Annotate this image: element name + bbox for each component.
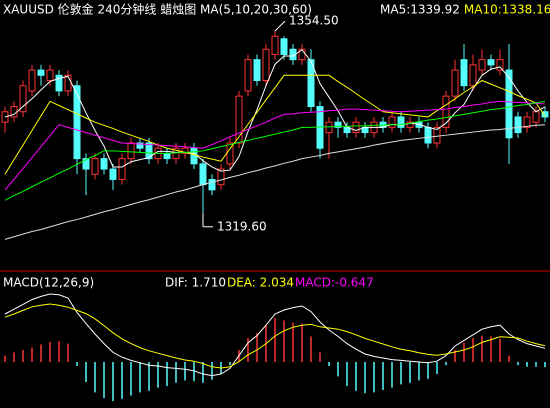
- candle-body: [424, 126, 432, 144]
- candle-body: [325, 121, 333, 134]
- candle-body: [505, 69, 513, 139]
- candle-body: [217, 168, 225, 186]
- candle-body: [199, 163, 207, 186]
- candle-body: [208, 178, 216, 191]
- annotation-line: [274, 20, 286, 32]
- candle-body: [127, 142, 135, 160]
- candle-body: [91, 158, 99, 175]
- candle-body: [514, 116, 522, 134]
- ma-line: [4, 74, 546, 175]
- candle-body: [64, 74, 72, 92]
- legend-label: DIF: 1.710: [165, 276, 226, 290]
- candle-body: [271, 35, 279, 55]
- candle-body: [406, 121, 414, 128]
- ma-line: [4, 100, 546, 191]
- candle-body: [136, 142, 144, 149]
- candle-body: [280, 38, 288, 55]
- candle-body: [388, 116, 396, 128]
- candle-body: [73, 85, 81, 160]
- macd-line: [4, 303, 546, 369]
- ma-line: [4, 124, 546, 240]
- candle-body: [19, 85, 27, 113]
- candle-body: [190, 147, 198, 165]
- candle-body: [352, 121, 360, 134]
- candle-body: [451, 69, 459, 97]
- candle-body: [262, 48, 270, 81]
- candle-body: [163, 152, 171, 160]
- legend-label: MA10:1338.16: [464, 3, 550, 17]
- candle-body: [469, 64, 477, 87]
- legend-label: MA5:1339.92: [380, 3, 460, 17]
- candle-body: [487, 59, 495, 66]
- candle-body: [433, 126, 441, 144]
- legend-label: DEA: 2.034: [227, 276, 294, 290]
- candle-body: [244, 59, 252, 92]
- candle-body: [145, 142, 153, 160]
- candle-body: [460, 59, 468, 87]
- candle-body: [118, 158, 126, 180]
- candle-body: [235, 95, 243, 144]
- candle-body: [109, 168, 117, 180]
- ma-line: [4, 49, 546, 172]
- candle-body: [253, 59, 261, 82]
- candle-body: [334, 121, 342, 128]
- candle-body: [478, 59, 486, 71]
- candle-body: [442, 95, 450, 128]
- candle-body: [397, 116, 405, 128]
- ma-line: [4, 100, 546, 201]
- candle-body: [307, 59, 315, 108]
- annotation-label: 1319.60: [217, 219, 267, 233]
- chart-title: XAUUSD 伦敦金 240分钟线 蜡烛图 MA(5,10,20,30,60): [3, 2, 312, 17]
- candle-body: [181, 147, 189, 154]
- candle-body: [55, 74, 63, 92]
- legend-label: MACD:-0.647: [295, 276, 374, 290]
- candle-body: [496, 59, 504, 71]
- candle-body: [46, 69, 54, 82]
- candle-body: [28, 69, 36, 92]
- annotation-label: 1354.50: [289, 14, 339, 28]
- macd-line: [4, 293, 546, 377]
- candle-body: [523, 116, 531, 128]
- candle-body: [532, 111, 540, 123]
- candle-body: [82, 158, 90, 170]
- candle-body: [100, 158, 108, 170]
- candle-body: [541, 111, 549, 118]
- macd-title: MACD(12,26,9): [3, 276, 94, 290]
- candle-body: [37, 69, 45, 76]
